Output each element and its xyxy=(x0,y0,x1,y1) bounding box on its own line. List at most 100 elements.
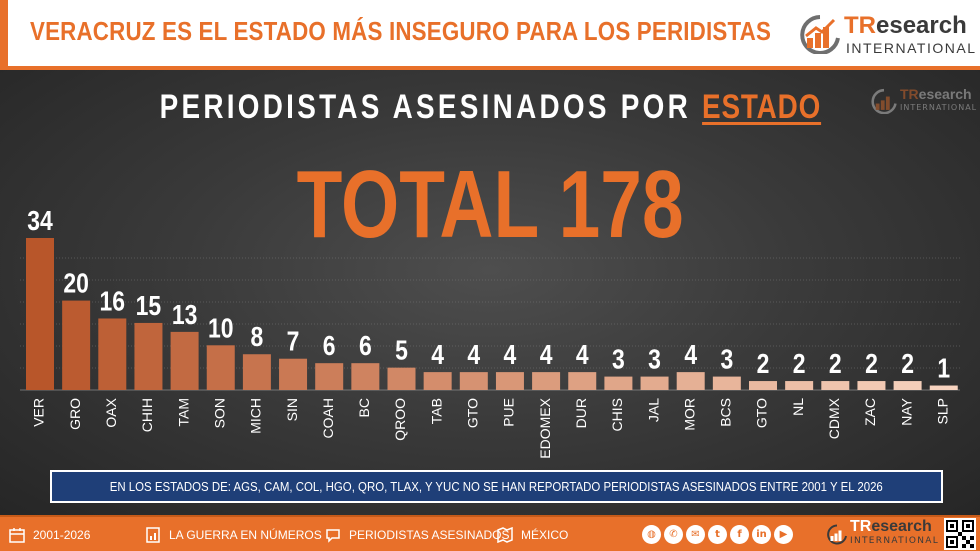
bar-gto xyxy=(459,372,488,390)
tick-label: ZAC xyxy=(862,398,878,426)
facebook-icon[interactable]: f xyxy=(730,525,749,544)
data-label: 34 xyxy=(27,206,53,237)
data-label: 4 xyxy=(576,340,589,371)
bar-nay xyxy=(893,381,922,390)
bar-oax xyxy=(98,318,127,390)
footer-item-periodistas[interactable]: PERIODISTAS ASESINADOS xyxy=(324,526,510,544)
bar-pue xyxy=(495,372,524,390)
tick-label: BC xyxy=(356,398,372,417)
data-label: 4 xyxy=(684,340,697,371)
bar-bcs xyxy=(712,376,741,390)
tick-label: QROO xyxy=(392,398,408,441)
qr-code-icon[interactable] xyxy=(944,518,976,550)
footer-years-label: 2001-2026 xyxy=(33,528,91,542)
tick-label: MOR xyxy=(681,398,697,431)
speech-bubble-icon xyxy=(324,526,342,544)
document-chart-icon xyxy=(144,526,162,544)
footer-logo-chart-icon xyxy=(827,524,847,545)
tick-label: GRO xyxy=(67,398,83,430)
data-label: 15 xyxy=(136,291,162,322)
bar-dur xyxy=(568,372,597,390)
tick-label: BCS xyxy=(718,398,734,427)
tick-label: GTO xyxy=(754,398,770,428)
data-label: 3 xyxy=(720,345,733,376)
data-label: 2 xyxy=(829,349,842,380)
tick-label: CHIH xyxy=(139,398,155,432)
bar-edomex xyxy=(532,372,561,390)
tick-label: TAM xyxy=(175,398,191,427)
data-label: 2 xyxy=(865,349,878,380)
bar-zac xyxy=(857,381,886,390)
twitter-icon[interactable]: t xyxy=(708,525,727,544)
bar-mor xyxy=(676,372,705,390)
data-label: 7 xyxy=(287,327,300,358)
tick-label: SLP xyxy=(934,398,950,424)
bar-coah xyxy=(315,363,344,390)
data-label: 6 xyxy=(323,331,336,362)
footer-logo[interactable]: TResearch INTERNATIONAL xyxy=(826,518,938,550)
footer-guerra-label: LA GUERRA EN NÚMEROS xyxy=(169,528,322,542)
bar-jal xyxy=(640,376,669,390)
data-label: 10 xyxy=(208,313,234,344)
whatsapp-icon[interactable]: ✆ xyxy=(664,525,683,544)
bar-qroo xyxy=(387,367,416,390)
bar-gto xyxy=(749,381,777,390)
bar-tab xyxy=(423,372,452,390)
bar-chis xyxy=(604,376,633,390)
chart-title-highlight: ESTADO xyxy=(701,88,821,126)
youtube-icon[interactable]: ▶ xyxy=(774,525,793,544)
data-label: 1 xyxy=(937,353,950,384)
tick-label: EDOMEX xyxy=(537,397,553,458)
data-label: 16 xyxy=(100,286,126,317)
data-label: 4 xyxy=(504,340,517,371)
calendar-icon xyxy=(8,526,26,544)
social-links: ◍ ✆ ✉ t f in ▶ xyxy=(642,525,793,544)
tick-label: JAL xyxy=(645,398,661,422)
data-label: 20 xyxy=(63,269,89,300)
bar-gro xyxy=(62,300,91,390)
linkedin-icon[interactable]: in xyxy=(752,525,771,544)
chart-panel xyxy=(0,70,980,515)
page-headline: VERACRUZ ES EL ESTADO MÁS INSEGURO PARA … xyxy=(30,16,772,46)
footer-item-years[interactable]: 2001-2026 xyxy=(8,526,90,544)
footer-item-guerra[interactable]: LA GUERRA EN NÚMEROS xyxy=(144,526,322,544)
tick-label: TAB xyxy=(428,398,444,424)
brand-logo[interactable]: TResearch INTERNATIONAL xyxy=(798,10,975,60)
data-label: 2 xyxy=(757,349,770,380)
bar-son xyxy=(206,345,235,390)
logo-brand-text: TResearch xyxy=(844,12,967,39)
bar-chih xyxy=(134,322,163,390)
map-icon xyxy=(496,526,514,544)
tick-label: COAH xyxy=(320,398,336,438)
watermark-chart-icon xyxy=(871,88,897,114)
email-icon[interactable]: ✉ xyxy=(686,525,705,544)
tick-label: OAX xyxy=(103,397,119,427)
header-accent xyxy=(0,0,8,70)
tick-label: GTO xyxy=(465,398,481,428)
data-label: 3 xyxy=(648,345,661,376)
data-label: 5 xyxy=(395,336,408,367)
data-label: 3 xyxy=(612,345,625,376)
tick-label: PUE xyxy=(501,398,517,427)
tick-label: DUR xyxy=(573,398,589,428)
footer-periodistas-label: PERIODISTAS ASESINADOS xyxy=(349,528,510,542)
total-count: TOTAL 178 xyxy=(296,151,684,258)
header-bar: VERACRUZ ES EL ESTADO MÁS INSEGURO PARA … xyxy=(0,0,980,70)
note-banner: EN LOS ESTADOS DE: AGS, CAM, COL, HGO, Q… xyxy=(50,470,943,503)
logo-chart-icon xyxy=(800,15,840,54)
header-underline xyxy=(0,66,980,70)
bar-mich xyxy=(242,354,271,390)
chart-title: PERIODISTAS ASESINADOS POR ESTADO xyxy=(0,88,980,127)
tick-label: MICH xyxy=(248,398,264,434)
tick-label: SON xyxy=(211,398,227,428)
bar-bc xyxy=(351,363,380,390)
watermark-logo: TResearch INTERNATIONAL xyxy=(870,86,976,120)
bar-nl xyxy=(785,381,814,390)
chart-title-prefix: PERIODISTAS ASESINADOS POR xyxy=(159,88,702,126)
data-label: 4 xyxy=(467,340,480,371)
logo-subtitle: INTERNATIONAL xyxy=(846,40,977,56)
globe-icon[interactable]: ◍ xyxy=(642,525,661,544)
data-label: 13 xyxy=(172,300,198,331)
bar-slp xyxy=(929,385,958,390)
footer-item-mexico[interactable]: MÉXICO xyxy=(496,526,568,544)
